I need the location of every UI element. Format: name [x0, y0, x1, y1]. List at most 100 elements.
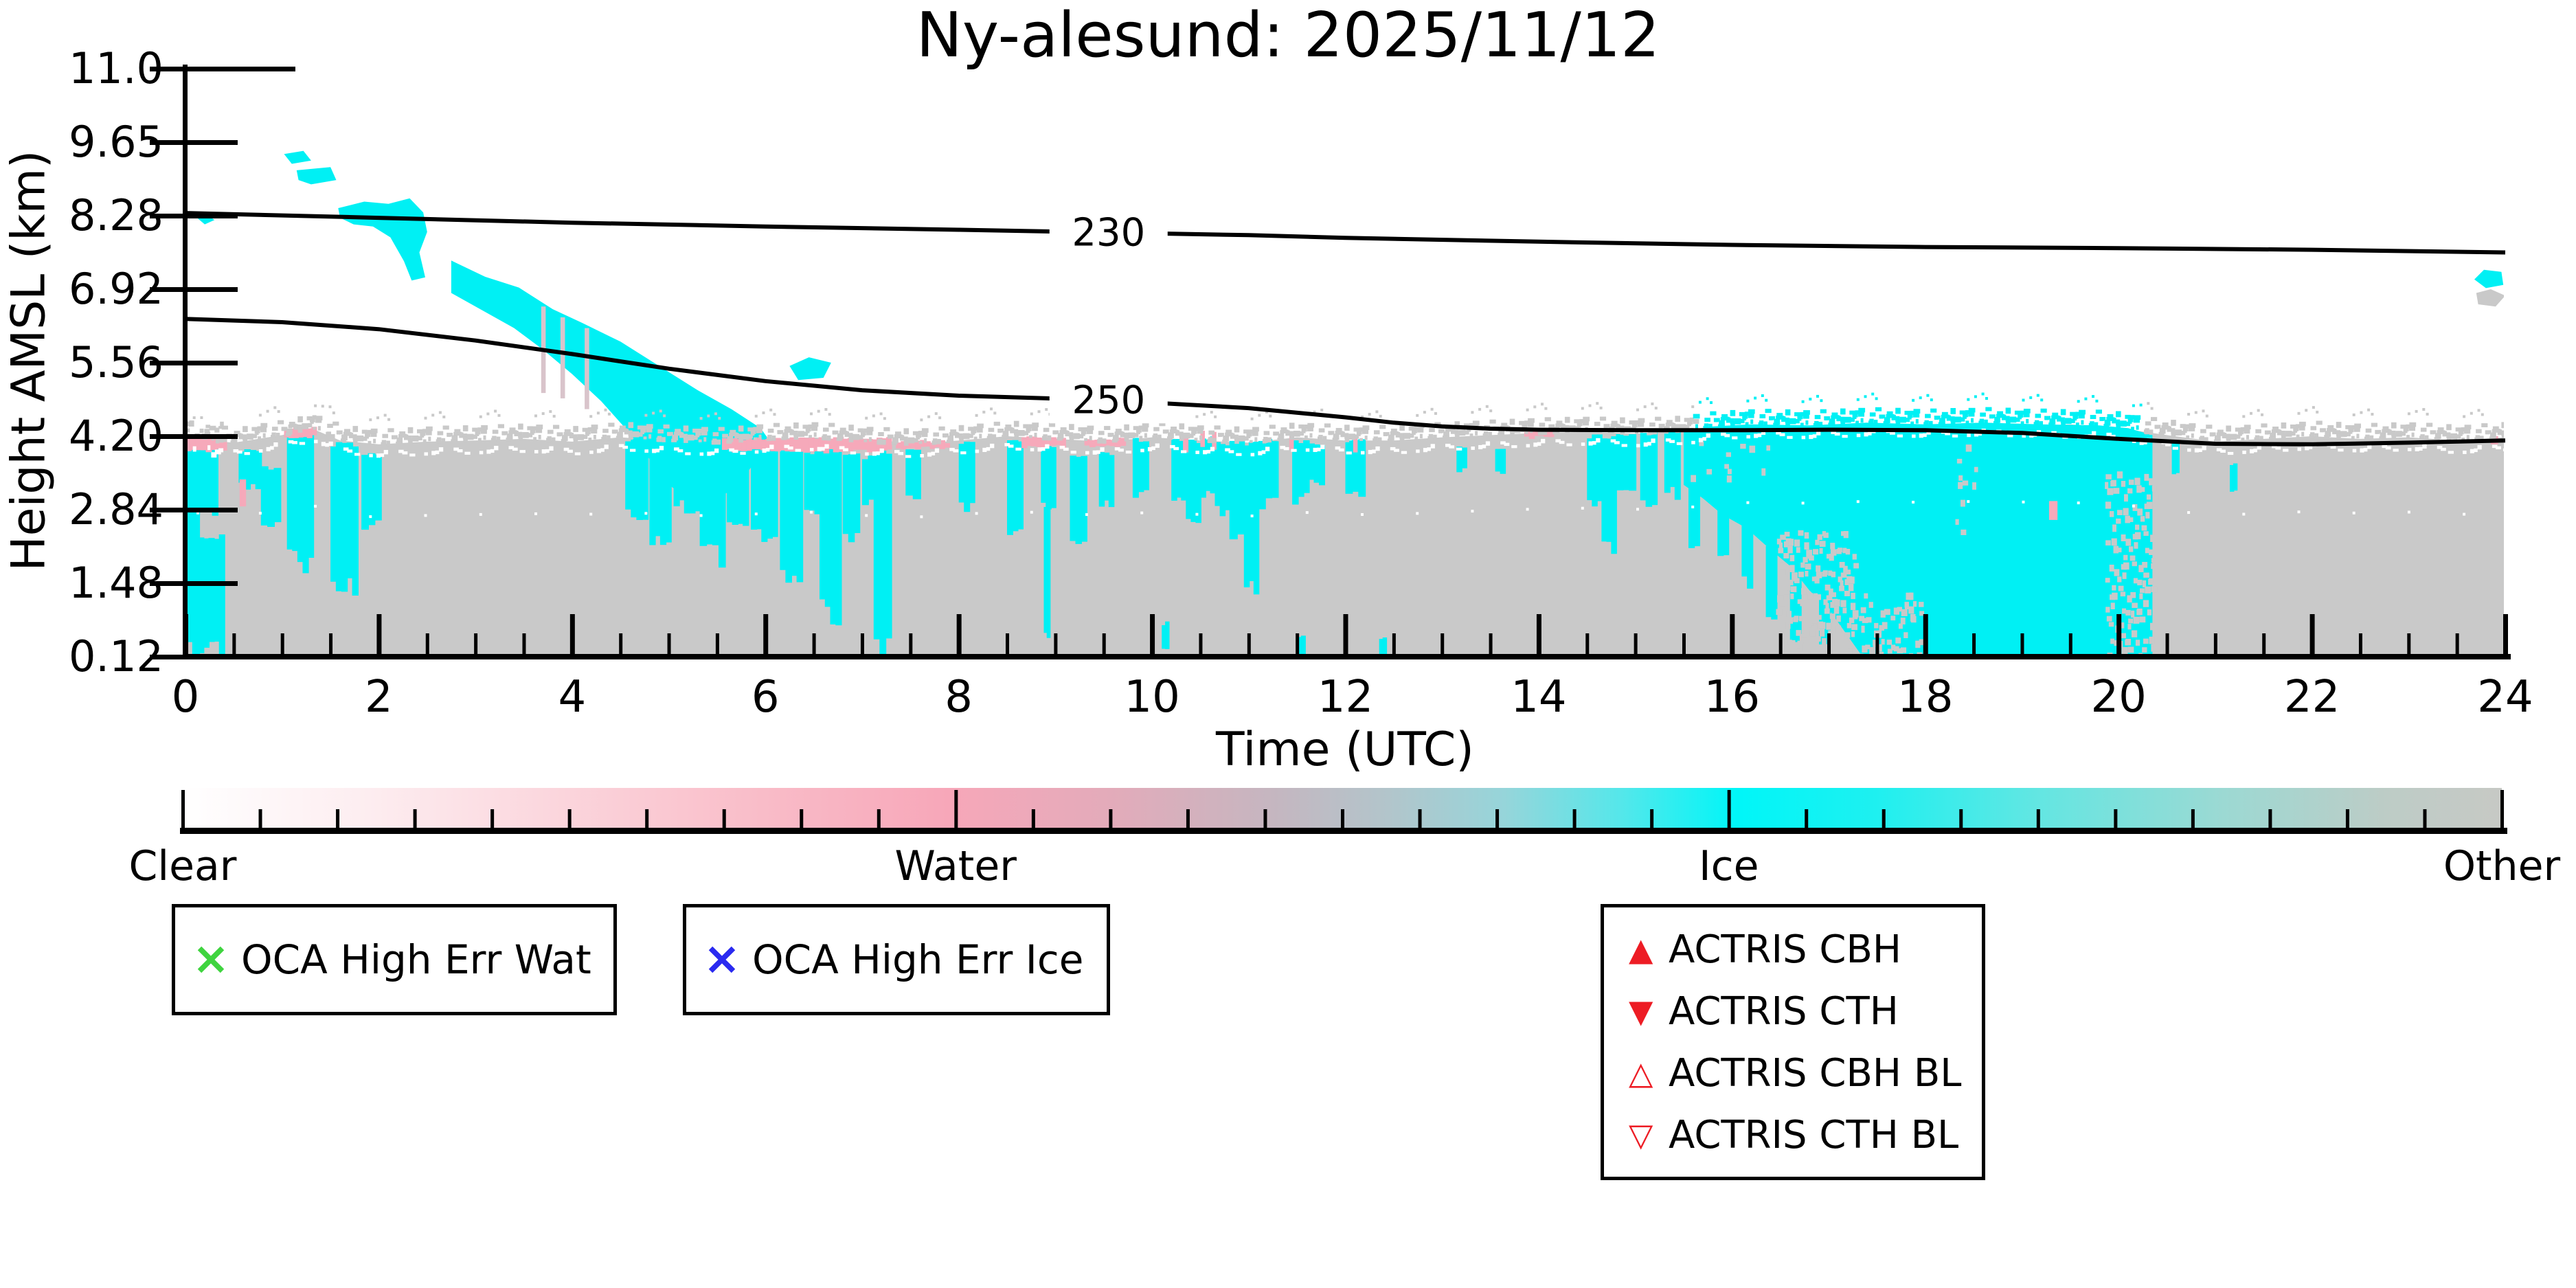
fuzz-speckle	[1574, 419, 1580, 424]
fuzz-speckle	[891, 441, 897, 445]
x-tick-label: 24	[2477, 672, 2533, 723]
fuzz-speckle	[2161, 425, 2166, 429]
ice-column	[1351, 440, 1359, 492]
mix-speckle	[1881, 639, 1885, 645]
fuzz-speckle	[2006, 419, 2011, 425]
fuzz-speckle	[1359, 438, 1363, 441]
colorbar-tick-major	[2500, 790, 2504, 829]
y-tick-label: 1.48	[68, 558, 163, 608]
fuzz-speckle	[1124, 435, 1129, 442]
hole-speckle	[1250, 515, 1254, 518]
fuzz-speckle	[451, 435, 458, 442]
fuzz-speckle	[1417, 427, 1424, 433]
mix-speckle	[2141, 525, 2147, 531]
fuzz-speckle	[2409, 422, 2417, 427]
colorbar-tick-minor	[2345, 809, 2349, 829]
mix-speckle	[2124, 494, 2128, 502]
hole-speckle	[541, 449, 546, 454]
fuzz-speckle	[220, 421, 224, 428]
fuzz-speckle	[852, 433, 860, 440]
mix-speckle	[1805, 651, 1811, 655]
ice-column	[1345, 440, 1353, 494]
fuzz-speckle	[1583, 416, 1590, 422]
fuzz-speckle	[1857, 411, 1864, 417]
fuzz-speckle	[1910, 421, 1914, 425]
fuzz-speckle	[1797, 414, 1803, 420]
fuzz-speckle	[1805, 420, 1809, 425]
fuzz-speckle	[646, 424, 653, 429]
mix-speckle	[1833, 606, 1840, 614]
hole-speckle	[920, 454, 924, 457]
fuzz-speckle	[2171, 431, 2176, 438]
fuzz-speckle	[314, 404, 317, 407]
fuzz-speckle	[832, 430, 839, 435]
ice-column	[1669, 429, 1676, 487]
fuzz-speckle	[868, 437, 872, 442]
mix-speckle	[1846, 622, 1851, 629]
fuzz-speckle	[1704, 423, 1709, 430]
legend-row-actris-cbh: ▲ ACTRIS CBH	[1629, 925, 1901, 974]
fuzz-speckle	[1794, 412, 1800, 416]
fuzz-speckle	[865, 416, 868, 420]
fuzz-speckle	[496, 436, 501, 442]
ice-column	[1297, 637, 1302, 655]
mix-speckle	[2123, 554, 2128, 561]
water-band	[789, 437, 795, 452]
x-tick-minor	[2068, 633, 2072, 655]
fuzz-speckle	[1959, 410, 1965, 415]
ice-column	[785, 447, 792, 583]
fuzz-speckle	[2408, 426, 2415, 431]
mix-speckle	[2132, 504, 2138, 511]
water-band	[1548, 429, 1555, 438]
fuzz-speckle	[258, 436, 261, 440]
hole-speckle	[1394, 449, 1399, 452]
x-tick-minor	[2455, 633, 2459, 655]
water-band	[302, 426, 308, 438]
mix-speckle	[1972, 482, 1976, 490]
hole-speckle	[1801, 436, 1806, 440]
hole-speckle	[534, 512, 537, 515]
mix-speckle	[2105, 540, 2111, 546]
fuzz-speckle	[462, 425, 468, 431]
water-band	[721, 438, 728, 450]
ice-column	[2233, 463, 2238, 491]
mix-speckle	[1842, 547, 1847, 554]
fuzz-speckle	[2261, 413, 2263, 416]
fuzz-speckle	[1344, 436, 1350, 442]
fuzz-speckle	[1234, 426, 1240, 433]
fuzz-speckle	[2320, 428, 2326, 432]
fuzz-speckle	[1939, 418, 1945, 425]
fuzz-speckle	[1581, 407, 1584, 410]
x-tick-major	[956, 614, 962, 655]
fuzz-speckle	[1289, 433, 1294, 440]
hole-speckle	[464, 451, 471, 455]
fuzz-speckle	[262, 433, 266, 438]
fuzz-speckle	[624, 429, 629, 435]
hole-speckle	[1316, 447, 1321, 451]
fuzz-speckle	[920, 418, 923, 422]
fuzz-speckle	[1582, 420, 1589, 426]
fuzz-speckle	[199, 429, 204, 433]
mix-speckle	[1811, 618, 1818, 624]
mix-speckle	[2151, 558, 2156, 563]
fuzz-speckle	[604, 408, 607, 411]
fuzz-speckle	[258, 414, 262, 417]
fuzz-speckle	[1968, 411, 1975, 417]
x-tick-label: 16	[1704, 672, 1761, 723]
hole-speckle	[1706, 433, 1710, 438]
mix-speckle	[1788, 617, 1794, 624]
fuzz-speckle	[1052, 430, 1059, 434]
fuzz-speckle	[348, 432, 354, 438]
fuzz-speckle	[1961, 417, 1965, 422]
fuzz-speckle	[1679, 424, 1686, 431]
hole-speckle	[1372, 449, 1376, 453]
hole-speckle	[975, 512, 978, 515]
hole-speckle	[218, 448, 224, 453]
fuzz-speckle	[1706, 397, 1709, 400]
fuzz-speckle	[683, 437, 688, 443]
hole-speckle	[894, 450, 900, 453]
ice-column	[1693, 482, 1700, 547]
hole-speckle	[2308, 445, 2313, 449]
fuzz-speckle	[1855, 420, 1859, 424]
